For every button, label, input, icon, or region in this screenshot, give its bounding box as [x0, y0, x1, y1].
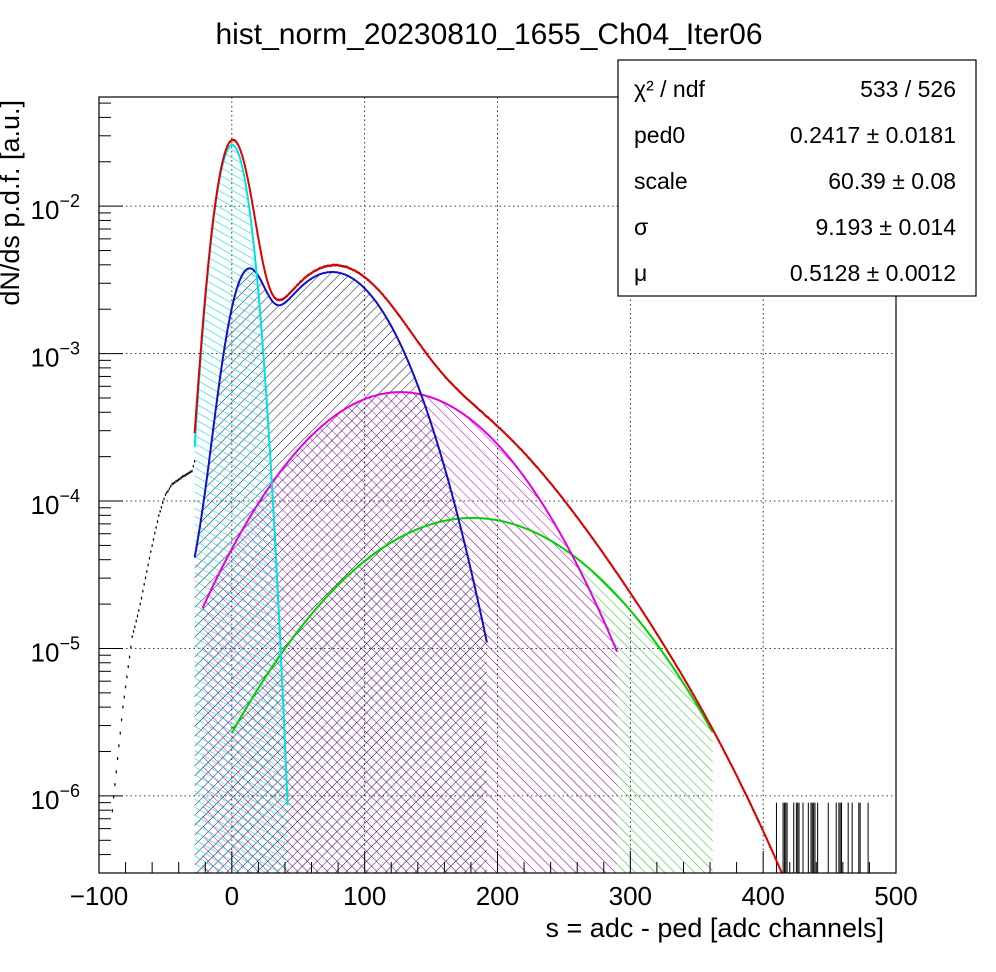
y-axis-label: dN/ds p.d.f. [a.u.] — [0, 100, 25, 306]
stats-row-value: 533 / 526 — [860, 76, 956, 102]
stats-row-name: χ² / ndf — [634, 76, 705, 102]
fit-stats-box: χ² / ndf 533 / 526 ped0 0.2417 ± 0.0181 scal… — [618, 60, 976, 296]
stats-row-name: σ — [634, 214, 648, 240]
stats-row-name: scale — [634, 168, 688, 194]
x-tick-label: 0 — [225, 881, 239, 911]
x-tick-label: 100 — [343, 881, 386, 911]
stats-row-value: 9.193 ± 0.014 — [815, 214, 956, 240]
x-tick-label: 500 — [874, 881, 917, 911]
y-tick-label: 10−4 — [31, 486, 80, 520]
chart: hist_norm_20230810_1655_Ch04_Iter06 −100… — [0, 0, 996, 972]
x-tick-label: 300 — [609, 881, 652, 911]
x-tick-labels: −100 0 100 200 300 400 500 — [70, 881, 918, 911]
x-tick-label: −100 — [70, 881, 129, 911]
y-tick-label: 10−2 — [31, 191, 80, 225]
y-tick-labels: 10−6 10−5 10−4 10−3 10−2 — [31, 191, 80, 815]
y-tick-label: 10−6 — [31, 781, 80, 815]
y-tick-label: 10−3 — [31, 339, 80, 373]
stats-row-value: 60.39 ± 0.08 — [828, 168, 956, 194]
x-axis-label: s = adc - ped [adc channels] — [546, 913, 884, 943]
x-tick-label: 400 — [741, 881, 784, 911]
stats-row-name: ped0 — [634, 122, 685, 148]
stats-row-value: 0.2417 ± 0.0181 — [790, 122, 956, 148]
stats-row-name: μ — [634, 260, 647, 286]
stats-row-value: 0.5128 ± 0.0012 — [790, 260, 956, 286]
y-tick-label: 10−5 — [31, 633, 80, 667]
chart-title: hist_norm_20230810_1655_Ch04_Iter06 — [215, 18, 762, 51]
x-tick-label: 200 — [476, 881, 519, 911]
